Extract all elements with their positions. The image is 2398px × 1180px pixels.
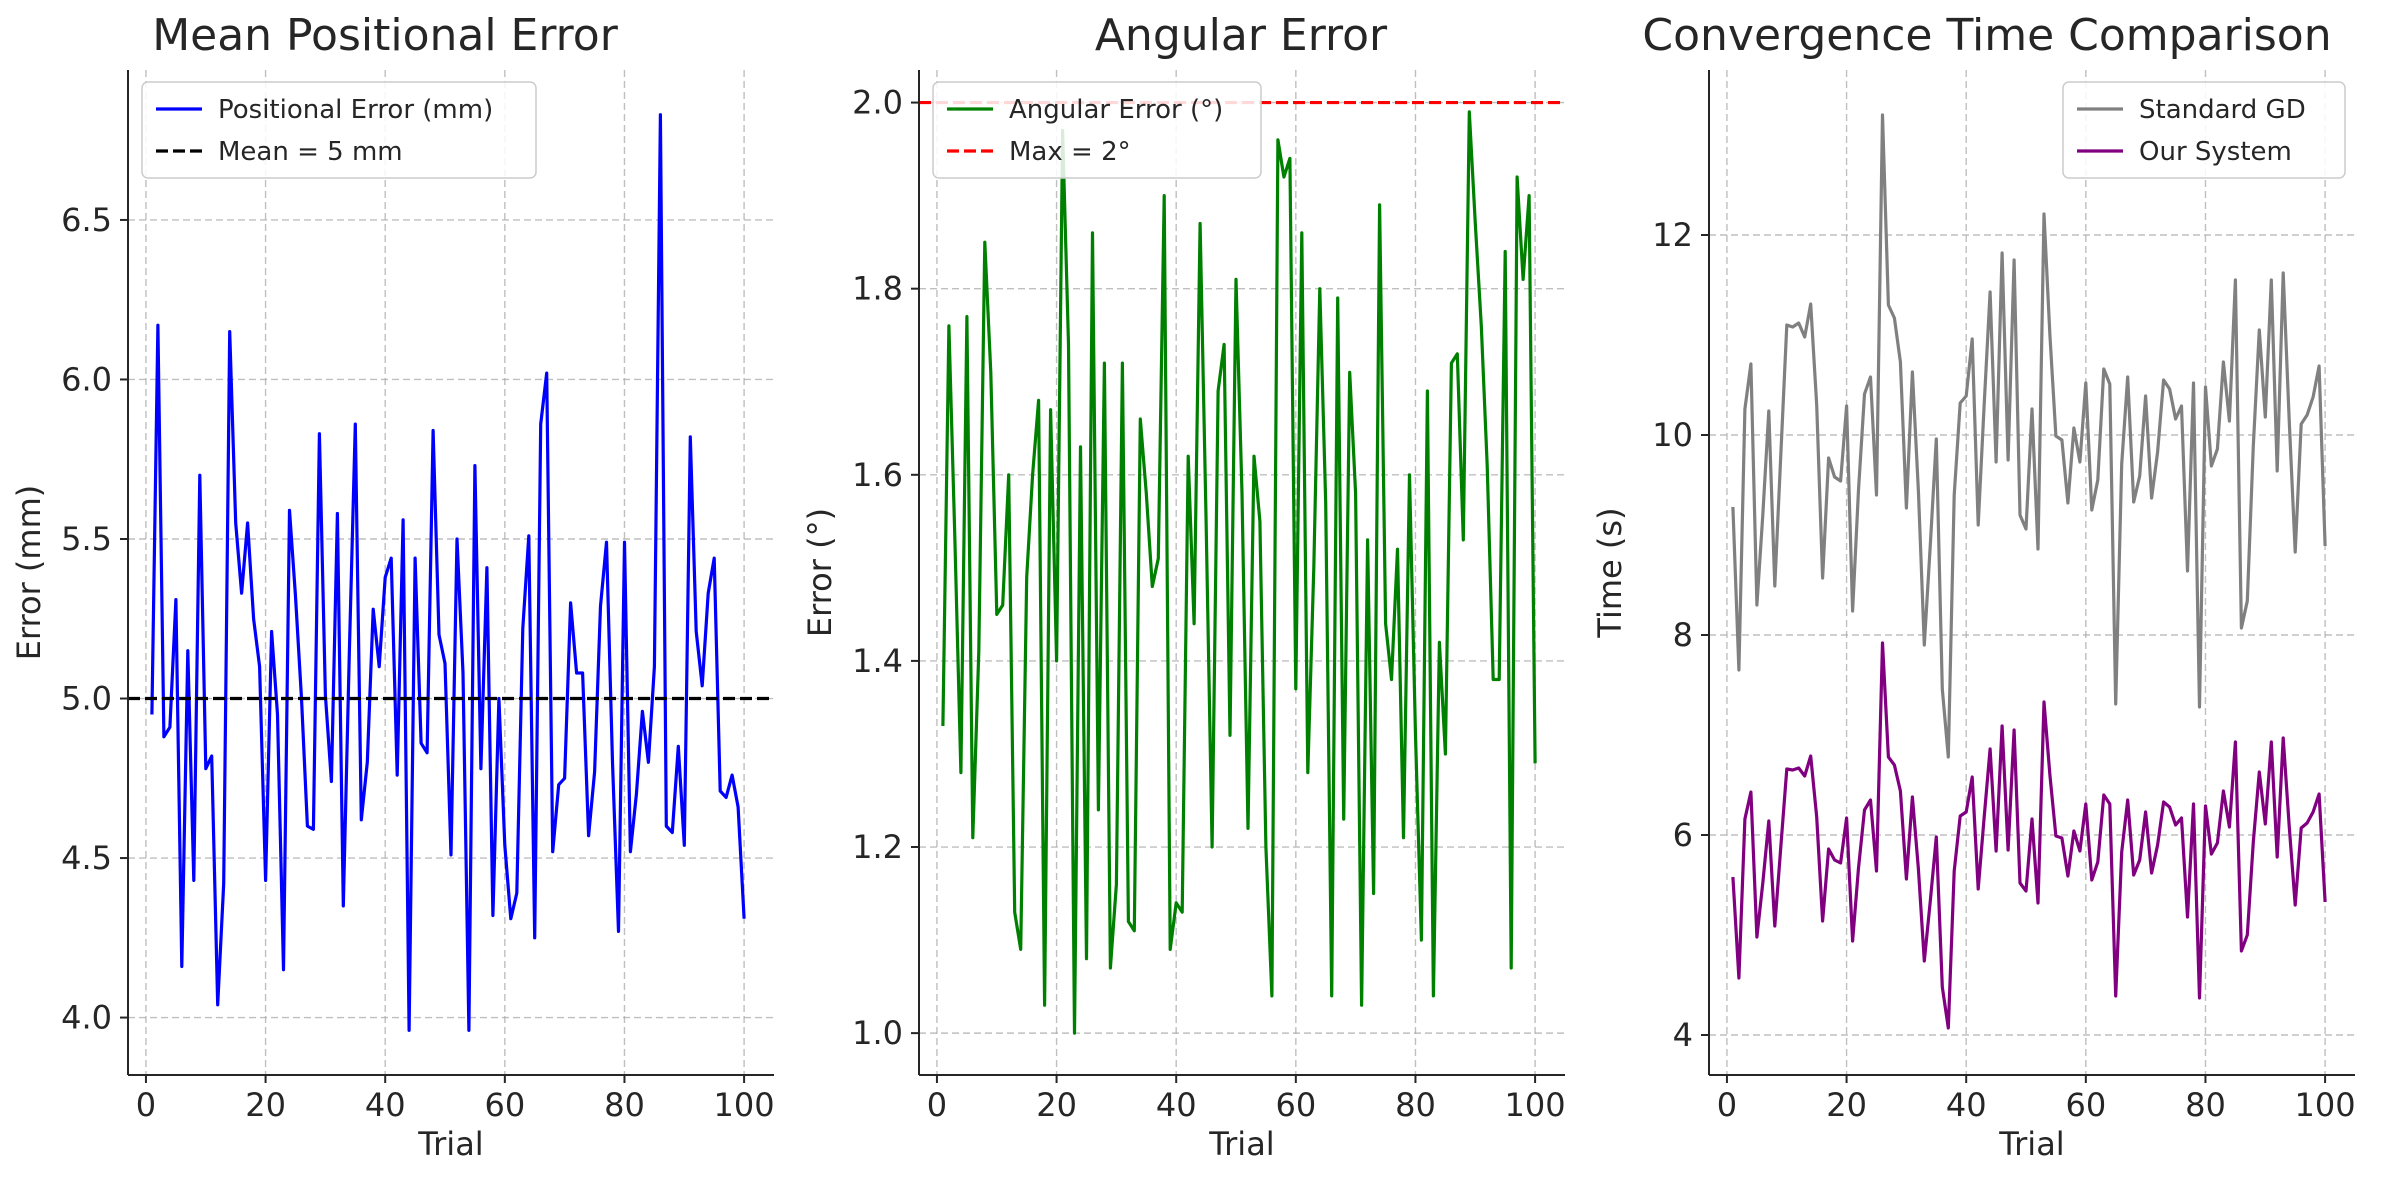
chart-title: Mean Positional Error (152, 10, 619, 61)
legend-entry: Positional Error (mm) (218, 95, 493, 125)
y-tick-label: 4 (1673, 1016, 1693, 1054)
x-tick-label: 60 (2065, 1086, 2106, 1124)
legend-entry: Max = 2° (1009, 137, 1131, 167)
legend-entry: Standard GD (2139, 95, 2306, 125)
legend: Standard GD Our System (2062, 81, 2346, 179)
legend-frame (932, 81, 1262, 179)
y-tick-label: 4.0 (61, 999, 112, 1037)
legend-frame (141, 81, 537, 179)
y-tick-label: 1.8 (852, 270, 903, 308)
panel-convergence-time: 0 20 40 60 80 100 4 6 8 10 12 Convergence Time Comp… (1591, 10, 2356, 1163)
y-tick-label: 1.0 (852, 1014, 903, 1052)
legend-entry: Our System (2139, 137, 2292, 167)
chart-title: Convergence Time Comparison (1642, 10, 2331, 61)
y-tick-label: 1.4 (852, 642, 903, 680)
y-tick-label: 10 (1652, 416, 1693, 454)
x-axis-label: Trial (1998, 1125, 2064, 1163)
x-tick-label: 100 (714, 1086, 775, 1124)
x-tick-label: 40 (1946, 1086, 1987, 1124)
x-tick-label: 80 (604, 1086, 645, 1124)
y-axis-label: Error (mm) (10, 485, 48, 660)
y-tick-label: 12 (1652, 216, 1693, 254)
legend-entry: Mean = 5 mm (218, 137, 403, 167)
x-tick-label: 80 (2185, 1086, 2226, 1124)
x-tick-label: 80 (1395, 1086, 1436, 1124)
y-tick-label: 1.2 (852, 828, 903, 866)
chart-title: Angular Error (1095, 10, 1388, 61)
x-tick-label: 40 (1156, 1086, 1197, 1124)
y-tick-label: 1.6 (852, 456, 903, 494)
legend: Angular Error (°) Max = 2° (932, 81, 1262, 179)
x-axis-label: Trial (1208, 1125, 1274, 1163)
x-tick-label: 100 (1505, 1086, 1566, 1124)
y-tick-label: 6 (1673, 816, 1693, 854)
series-line (941, 110, 1537, 1035)
panel-mean-positional-error: 0 20 40 60 80 100 4.0 4.5 5.0 5.5 6.0 6.5 Mean Posit… (10, 10, 775, 1163)
y-tick-label: 2.0 (852, 84, 903, 122)
y-tick-label: 5.5 (61, 520, 112, 558)
series-line (1731, 113, 2327, 759)
legend: Positional Error (mm) Mean = 5 mm (141, 81, 537, 179)
x-tick-label: 0 (1717, 1086, 1737, 1124)
x-tick-label: 20 (1826, 1086, 1867, 1124)
y-tick-label: 6.5 (61, 201, 112, 239)
x-tick-label: 20 (245, 1086, 286, 1124)
x-tick-label: 40 (365, 1086, 406, 1124)
x-tick-label: 60 (1275, 1086, 1316, 1124)
y-axis-label: Time (s) (1591, 507, 1629, 638)
legend-frame (2062, 81, 2346, 179)
y-axis-label: Error (°) (801, 508, 839, 637)
y-tick-label: 6.0 (61, 360, 112, 398)
y-tick-label: 4.5 (61, 839, 112, 877)
x-tick-label: 100 (2295, 1086, 2356, 1124)
x-tick-label: 0 (927, 1086, 947, 1124)
x-tick-label: 20 (1036, 1086, 1077, 1124)
series-line (150, 113, 746, 1032)
legend-entry: Angular Error (°) (1009, 95, 1223, 125)
x-axis-label: Trial (417, 1125, 483, 1163)
x-tick-label: 60 (484, 1086, 525, 1124)
y-tick-label: 8 (1673, 616, 1693, 654)
panel-angular-error: 0 20 40 60 80 100 1.0 1.2 1.4 1.6 1.8 2.0 Angular Er… (801, 10, 1566, 1163)
x-tick-label: 0 (136, 1086, 156, 1124)
series-line (1731, 641, 2327, 1030)
y-tick-label: 5.0 (61, 680, 112, 718)
